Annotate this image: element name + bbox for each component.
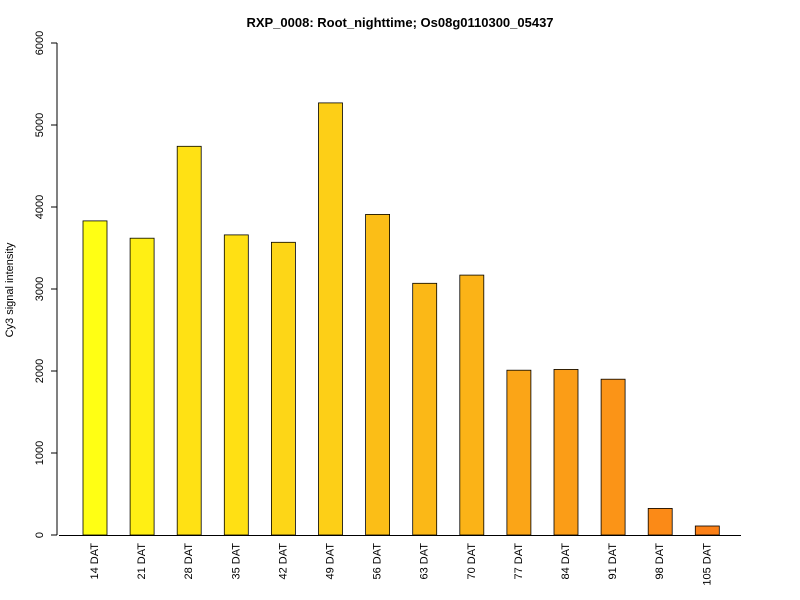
x-tick-label: 77 DAT — [513, 543, 525, 580]
bar — [365, 213, 391, 536]
x-tick-label: 21 DAT — [136, 543, 148, 580]
bar — [223, 234, 249, 536]
y-tick-label: 4000 — [34, 195, 46, 219]
x-tick-label: 28 DAT — [183, 543, 195, 580]
bar — [412, 282, 438, 536]
x-tick-label: 98 DAT — [654, 543, 666, 580]
x-tick-label: 70 DAT — [466, 543, 478, 580]
y-tick-label: 3000 — [34, 277, 46, 301]
x-tick-label: 105 DAT — [701, 543, 713, 586]
bar — [82, 220, 108, 536]
bar — [506, 369, 532, 536]
x-tick-label: 14 DAT — [89, 543, 101, 580]
y-axis: 0 1000 2000 3000 4000 5000 6000 — [34, 31, 58, 538]
x-axis-labels: 14 DAT 21 DAT 28 DAT 35 DAT 42 DAT 49 DAT 56 D… — [89, 543, 713, 586]
bar — [459, 274, 485, 536]
bar — [694, 525, 720, 536]
bar — [647, 507, 673, 536]
bars — [82, 102, 720, 536]
bar — [553, 368, 579, 536]
bar — [318, 102, 343, 536]
x-tick-label: 91 DAT — [607, 543, 619, 580]
x-tick-label: 56 DAT — [372, 543, 384, 580]
x-tick-label: 84 DAT — [560, 543, 572, 580]
y-tick-label: 2000 — [34, 359, 46, 383]
bar — [600, 378, 626, 536]
bar — [129, 237, 155, 536]
x-tick-label: 42 DAT — [277, 543, 289, 580]
x-tick-label: 49 DAT — [325, 543, 337, 580]
bar — [270, 241, 296, 536]
y-tick-label: 5000 — [34, 113, 46, 137]
y-tick-label: 6000 — [34, 31, 46, 55]
chart-title: RXP_0008: Root_nighttime; Os08g0110300_0… — [246, 15, 553, 30]
x-tick-label: 63 DAT — [419, 543, 431, 580]
bar — [176, 145, 202, 536]
x-tick-label: 35 DAT — [230, 543, 242, 580]
y-axis-label: Cy3 signal intensity — [4, 242, 16, 337]
y-tick-label: 1000 — [34, 441, 46, 465]
y-tick-label: 0 — [34, 532, 46, 538]
